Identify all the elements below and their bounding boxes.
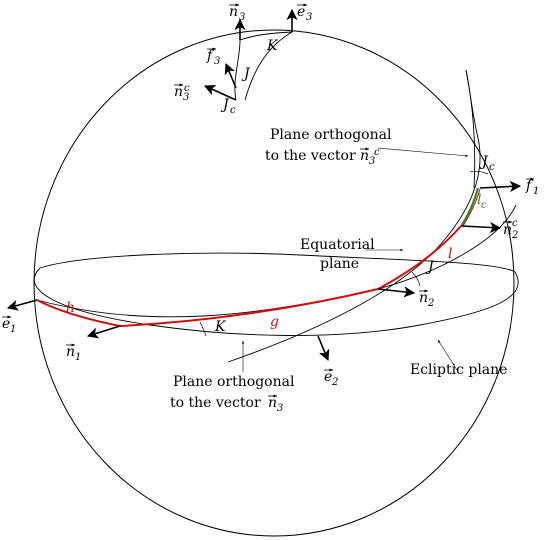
label-n1: n 1 xyxy=(66,344,81,363)
label-plane-orth-n3-line2: to the vector n 3 xyxy=(170,395,283,414)
callout-ecliptic xyxy=(437,339,458,371)
svg-text:3: 3 xyxy=(277,403,283,414)
svg-text:3: 3 xyxy=(239,12,245,23)
svg-text:2: 2 xyxy=(427,298,434,309)
label-j-top: J xyxy=(241,66,251,82)
svg-text:e: e xyxy=(297,4,305,20)
svg-text:2: 2 xyxy=(511,230,518,241)
svg-text:n: n xyxy=(66,344,75,360)
arc-l xyxy=(377,224,463,290)
svg-text:to the vector: to the vector xyxy=(170,395,261,411)
arc-h xyxy=(36,299,121,327)
svg-text:e: e xyxy=(2,316,10,332)
arc-g xyxy=(119,288,379,327)
svg-text:l: l xyxy=(477,192,481,208)
label-jc-right: J c xyxy=(479,154,495,173)
svg-text:c: c xyxy=(489,162,495,173)
label-ecliptic-plane: Ecliptic plane xyxy=(410,362,507,378)
label-e3-top: e 3 xyxy=(297,4,312,23)
vector-n2 xyxy=(377,286,416,298)
svg-text:n: n xyxy=(360,148,369,164)
svg-text:J: J xyxy=(220,97,230,113)
angle-arc-j-mid xyxy=(411,271,421,287)
ecliptic-plane-back xyxy=(39,252,516,273)
label-jc-top: J c xyxy=(220,97,236,116)
svg-text:3: 3 xyxy=(306,12,312,23)
plane-orthogonal-n3c-arc xyxy=(465,69,476,189)
label-plane-orth-n3c-line2: to the vector n 3 c xyxy=(265,147,380,167)
svg-text:n: n xyxy=(229,4,238,20)
label-plane-orth-n3c-line1: Plane orthogonal xyxy=(270,127,392,143)
callout-plane-orth-n3c xyxy=(377,147,469,157)
vector-n1 xyxy=(86,325,121,339)
svg-text:e: e xyxy=(324,369,332,385)
vector-f1 xyxy=(479,180,522,193)
svg-text:f: f xyxy=(525,178,534,194)
label-equatorial-line2: plane xyxy=(320,256,359,272)
equatorial-plane-arc xyxy=(36,204,517,318)
sphere-outline xyxy=(33,29,515,537)
svg-text:c: c xyxy=(374,147,380,158)
label-k-top: K xyxy=(266,38,279,54)
label-k-mid: K xyxy=(214,319,227,335)
svg-text:n: n xyxy=(174,84,183,100)
label-h: h xyxy=(66,300,75,316)
angle-arc-jc-right xyxy=(469,170,489,175)
arc-lc xyxy=(461,187,480,226)
angle-arc-k-bottom xyxy=(199,321,207,337)
svg-text:1: 1 xyxy=(10,324,16,335)
vector-f3 xyxy=(224,62,237,89)
vector-e1 xyxy=(6,299,38,311)
svg-text:c: c xyxy=(230,105,236,116)
svg-text:c: c xyxy=(184,83,190,94)
plane-orthogonal-n3-arc xyxy=(227,69,481,363)
svg-text:to the vector: to the vector xyxy=(265,148,356,164)
svg-text:f: f xyxy=(206,48,215,64)
label-j-mid: J xyxy=(425,259,435,275)
svg-text:c: c xyxy=(481,200,487,211)
label-e1: e 1 xyxy=(2,316,16,335)
label-f3: f 3 xyxy=(206,48,220,67)
label-e2: e 2 xyxy=(324,369,338,388)
vector-e2 xyxy=(317,335,330,362)
svg-text:3: 3 xyxy=(183,92,189,103)
label-equatorial-line1: Equatorial xyxy=(300,237,375,253)
label-n2c: n 2 c xyxy=(503,218,518,241)
svg-text:J: J xyxy=(479,154,489,170)
label-plane-orth-n3-line1: Plane orthogonal xyxy=(173,374,295,390)
svg-text:c: c xyxy=(512,218,518,229)
label-n3c-top: n 3 c xyxy=(174,83,190,103)
vector-n2c xyxy=(461,221,502,234)
svg-text:n: n xyxy=(419,290,428,306)
svg-text:1: 1 xyxy=(75,352,81,363)
vector-overline-marks xyxy=(2,3,535,398)
label-n2: n 2 xyxy=(419,290,434,309)
label-lc: l c xyxy=(477,192,487,211)
svg-text:n: n xyxy=(268,395,277,411)
svg-text:n: n xyxy=(503,222,512,238)
svg-text:2: 2 xyxy=(331,377,338,388)
label-f1: f 1 xyxy=(525,178,539,197)
top-arc-k xyxy=(239,31,293,41)
label-n3-top: n 3 xyxy=(229,4,245,23)
ecliptic-plane-front xyxy=(33,267,519,336)
top-arc-jc xyxy=(244,31,293,101)
label-g: g xyxy=(270,314,279,330)
label-l: l xyxy=(448,246,452,262)
vector-n3c-top xyxy=(203,85,237,101)
top-arc-j xyxy=(234,39,241,101)
svg-text:3: 3 xyxy=(369,156,375,167)
svg-text:1: 1 xyxy=(533,186,539,197)
svg-text:3: 3 xyxy=(214,56,220,67)
arc-lc-red-edge xyxy=(462,188,481,227)
